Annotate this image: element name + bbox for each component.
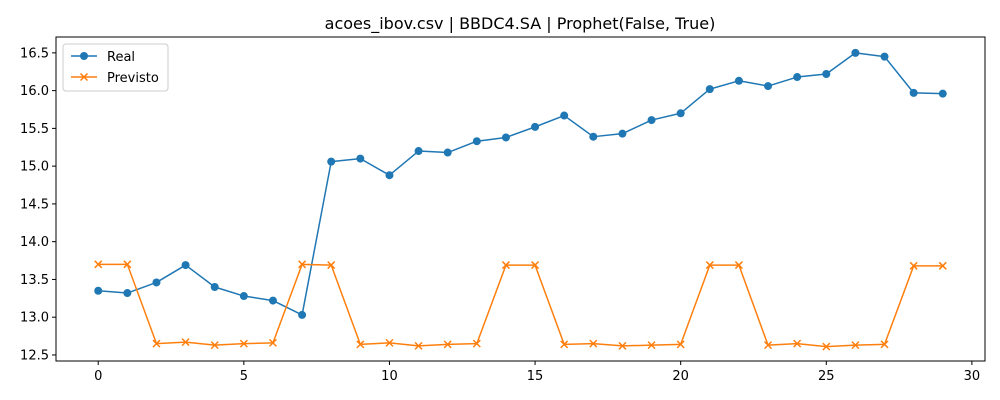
data-point-real	[589, 132, 598, 141]
chart-title: acoes_ibov.csv | BBDC4.SA | Prophet(Fals…	[325, 14, 716, 34]
x-tick-label: 10	[381, 369, 398, 384]
data-point-real	[880, 52, 889, 61]
data-point-previsto	[152, 339, 161, 348]
y-tick-label: 15.0	[20, 160, 49, 175]
data-point-previsto	[589, 339, 598, 348]
data-point-real	[647, 116, 656, 125]
data-point-real	[152, 278, 161, 287]
data-point-previsto	[705, 261, 714, 270]
data-point-previsto	[851, 341, 860, 350]
data-point-previsto	[909, 261, 918, 270]
x-tick-label: 0	[94, 369, 102, 384]
data-point-previsto	[676, 340, 685, 349]
legend-label-previsto: Previsto	[107, 71, 159, 86]
data-point-real	[822, 70, 831, 79]
data-point-real	[705, 85, 714, 94]
data-point-previsto	[531, 261, 540, 270]
data-point-previsto	[210, 341, 219, 350]
data-point-real	[938, 89, 947, 98]
y-tick-label: 16.0	[20, 84, 49, 99]
x-tick-label: 5	[240, 369, 248, 384]
data-point-real	[793, 73, 802, 82]
data-point-real	[268, 296, 277, 305]
data-point-real	[531, 122, 540, 131]
series-real	[94, 48, 947, 319]
y-tick-label: 13.0	[20, 311, 49, 326]
data-point-previsto	[327, 261, 336, 270]
data-point-real	[94, 286, 103, 295]
y-tick-label: 15.5	[20, 122, 49, 137]
data-point-real	[414, 147, 423, 156]
data-point-previsto	[268, 338, 277, 347]
x-tick-label: 20	[672, 369, 689, 384]
data-point-real	[181, 261, 190, 270]
data-point-previsto	[560, 340, 569, 349]
data-point-previsto	[123, 260, 132, 269]
data-point-previsto	[793, 339, 802, 348]
series-previsto	[94, 260, 947, 351]
series-line-previsto	[98, 263, 943, 348]
data-point-previsto	[501, 261, 510, 270]
data-point-previsto	[181, 338, 190, 347]
data-point-real	[676, 109, 685, 118]
axes: 0 5 10 15 20 25 30 12.5 13.0 13.5 14.0 14.5 15.0 15.5…	[20, 46, 980, 384]
data-point-real	[123, 289, 132, 298]
legend-previsto-marker	[79, 72, 89, 82]
data-point-previsto	[938, 261, 947, 270]
data-point-previsto	[443, 340, 452, 349]
data-point-previsto	[734, 261, 743, 270]
data-point-previsto	[414, 341, 423, 350]
data-point-real	[618, 129, 627, 138]
legend: Real Previsto	[62, 43, 169, 92]
y-tick-label: 16.5	[20, 46, 49, 61]
plot-area	[94, 48, 947, 351]
data-point-previsto	[880, 340, 889, 349]
data-point-real	[472, 137, 481, 146]
data-point-previsto	[618, 341, 627, 350]
y-tick-label: 12.5	[20, 348, 49, 363]
legend-label-real: Real	[107, 50, 135, 65]
data-point-previsto	[298, 260, 307, 269]
data-point-real	[239, 292, 248, 301]
data-point-real	[851, 48, 860, 57]
data-point-previsto	[472, 339, 481, 348]
data-point-real	[764, 82, 773, 91]
data-point-real	[560, 111, 569, 120]
data-point-real	[909, 88, 918, 97]
y-tick-label: 14.0	[20, 235, 49, 250]
y-tick-label: 14.5	[20, 197, 49, 212]
data-point-real	[327, 157, 336, 166]
data-point-previsto	[239, 339, 248, 348]
x-tick-label: 15	[527, 369, 544, 384]
data-point-real	[385, 171, 394, 180]
x-tick-label: 25	[818, 369, 835, 384]
legend-real-marker	[80, 52, 88, 60]
data-point-real	[734, 76, 743, 85]
data-point-real	[356, 154, 365, 163]
data-point-real	[443, 148, 452, 157]
y-tick-label: 13.5	[20, 273, 49, 288]
axes-frame	[55, 36, 986, 362]
series-line-real	[98, 52, 943, 316]
data-point-real	[210, 282, 219, 291]
data-point-previsto	[647, 341, 656, 350]
data-point-previsto	[822, 342, 831, 351]
data-point-previsto	[94, 260, 103, 269]
data-point-previsto	[385, 338, 394, 347]
x-tick-label: 30	[964, 369, 981, 384]
data-point-previsto	[356, 340, 365, 349]
data-point-real	[501, 133, 510, 142]
data-point-real	[298, 310, 307, 319]
data-point-previsto	[764, 341, 773, 350]
